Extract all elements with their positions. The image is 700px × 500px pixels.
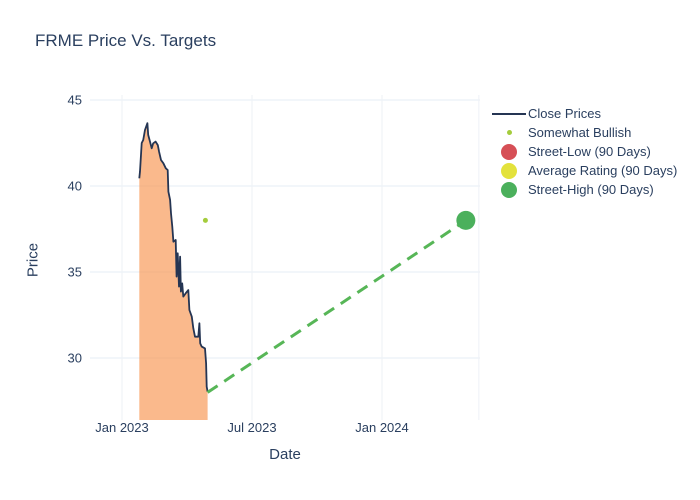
street-high-dot-swatch	[501, 181, 517, 198]
legend-marker-cell	[490, 181, 528, 198]
legend-item-average-rating[interactable]: Average Rating (90 Days)	[490, 161, 677, 180]
legend-item-close-prices[interactable]: Close Prices	[490, 104, 677, 123]
close-prices-line-swatch	[492, 112, 526, 115]
legend-item-label: Street-High (90 Days)	[528, 182, 654, 197]
y-tick-label: 35	[68, 265, 82, 280]
legend-marker-cell	[490, 162, 528, 179]
close-prices-area-fill	[139, 123, 208, 420]
close-prices-line[interactable]	[138, 122, 209, 392]
street-high-marker[interactable]	[456, 210, 476, 230]
y-tick-label: 40	[68, 179, 82, 194]
legend-item-somewhat-bullish[interactable]: Somewhat Bullish	[490, 123, 677, 142]
legend-item-street-high[interactable]: Street-High (90 Days)	[490, 180, 677, 199]
y-tick-label: 30	[68, 351, 82, 366]
legend-item-label: Close Prices	[528, 106, 601, 121]
legend-marker-cell	[490, 130, 528, 135]
y-axis-title: Price	[24, 242, 42, 278]
legend: Close Prices Somewhat Bullish Street-Low…	[490, 104, 677, 199]
street-low-dot-swatch	[501, 143, 517, 160]
average-rating-dot-swatch	[501, 162, 517, 179]
x-tick-label: Jan 2023	[95, 420, 149, 435]
somewhat-bullish-marker[interactable]	[202, 217, 208, 223]
legend-item-street-low[interactable]: Street-Low (90 Days)	[490, 142, 677, 161]
x-tick-label: Jan 2024	[355, 420, 409, 435]
legend-marker-cell	[490, 143, 528, 160]
chart-title: FRME Price Vs. Targets	[35, 31, 217, 50]
somewhat-bullish-dot-swatch	[506, 130, 512, 135]
legend-item-label: Somewhat Bullish	[528, 125, 632, 140]
legend-marker-cell	[490, 112, 528, 115]
x-tick-label: Jul 2023	[227, 420, 276, 435]
x-axis-title: Date	[269, 446, 301, 463]
street-high-projection-line	[206, 219, 467, 394]
y-tick-label: 45	[68, 93, 82, 108]
legend-item-label: Average Rating (90 Days)	[528, 163, 678, 178]
legend-item-label: Street-Low (90 Days)	[528, 144, 651, 159]
